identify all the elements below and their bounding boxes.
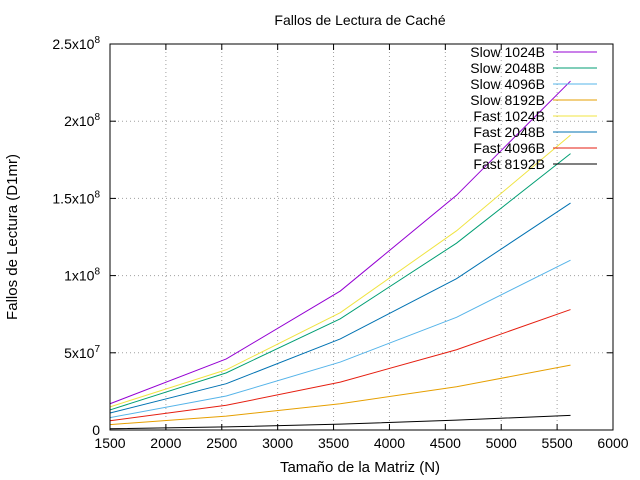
legend-label: Slow 1024B [470,44,545,60]
x-tick-label: 4500 [430,435,461,451]
y-tick-label: 5x107 [64,344,100,361]
y-tick-label: 2x108 [64,112,100,129]
y-tick-label: 2.5x108 [52,35,100,52]
plot-border [109,43,614,431]
series-line [109,309,571,422]
x-tick-label: 5000 [486,435,517,451]
x-tick-label: 4000 [374,435,405,451]
series-line [109,414,571,430]
legend-label: Fast 4096B [473,140,545,156]
series-layer [109,80,571,430]
chart-title: Fallos de Lectura de Caché [274,12,445,28]
y-tick-label: 1.5x108 [52,189,100,206]
series-line [109,364,571,426]
x-tick-label: 3000 [262,435,293,451]
legend-label: Slow 8192B [470,92,545,108]
x-tick-label: 2000 [150,435,181,451]
legend-label: Slow 2048B [470,60,545,76]
legend-label: Slow 4096B [470,76,545,92]
series-line [109,80,571,405]
x-tick-label: 5500 [542,435,573,451]
series-line [109,202,571,414]
series-line [109,259,571,419]
y-tick-label: 0 [92,422,100,438]
x-tick-label: 2500 [206,435,237,451]
x-axis-label: Tamaño de la Matriz (N) [280,459,440,476]
y-tick-label: 1x108 [64,267,100,284]
y-axis-label: Fallos de Lectura (D1mr) [4,154,21,320]
series-line [109,153,571,411]
x-tick-label: 1500 [94,435,125,451]
ticks: 1500 2000 2500 3000 3500 4000 4500 5000 5500 6000… [52,35,628,451]
series-line [109,134,571,408]
legend-label: Fast 2048B [473,124,545,140]
legend-label: Fast 8192B [473,156,545,172]
x-tick-label: 6000 [597,435,628,451]
legend-label: Fast 1024B [473,108,545,124]
x-tick-label: 3500 [318,435,349,451]
grid [110,44,613,430]
